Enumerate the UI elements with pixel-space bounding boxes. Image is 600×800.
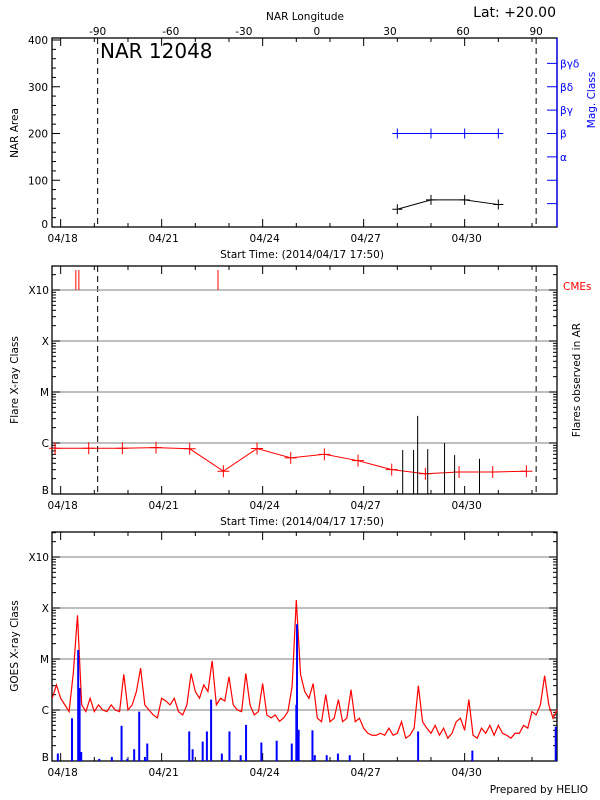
mag-class-point (459, 128, 470, 139)
x-tick-label: 04/30 (452, 500, 482, 512)
x-tick-label: 04/24 (250, 767, 281, 779)
y-tick-label: 200 (28, 129, 48, 141)
lat-label: Lat: +20.00 (473, 5, 556, 21)
panel2-ylabel: Flare X-ray Class (9, 336, 21, 424)
flare-background-point (217, 465, 230, 478)
flare-background-point (352, 454, 365, 467)
x-tick-label: 04/24 (250, 500, 281, 512)
y-tick-label: X10 (28, 552, 49, 564)
area-point (425, 194, 436, 205)
x-tick-label: 04/21 (149, 500, 179, 512)
y-tick-label: X (42, 603, 49, 615)
y-tick-label: 300 (28, 82, 48, 94)
x-tick-label: 04/24 (250, 233, 281, 245)
x-tick-label: 04/18 (48, 233, 78, 245)
flare-background-point (183, 442, 196, 455)
mag-class-axis-title: Mag. Class (586, 72, 598, 128)
area-point (493, 199, 504, 210)
y-tick-label: C (42, 438, 49, 450)
y-tick-label: M (40, 387, 49, 399)
cmes-label: CMEs (563, 281, 592, 293)
panel1-ylabel: NAR Area (9, 108, 21, 158)
mag-class-tick-label: β (560, 129, 567, 141)
y-tick-label: X10 (28, 285, 49, 297)
y-tick-label: B (42, 752, 49, 764)
flare-background-point (486, 466, 499, 478)
y-tick-label: B (42, 485, 49, 497)
x-tick-label: 04/18 (48, 500, 78, 512)
mag-class-tick-label: βδ (560, 82, 573, 94)
flare-background-point (419, 467, 432, 480)
flare-background-point (318, 448, 331, 461)
mag-class-point (392, 128, 403, 139)
area-series-line (397, 199, 499, 210)
x-tick-label: 04/27 (351, 233, 381, 245)
y-tick-label: 100 (28, 175, 48, 187)
y-tick-label: 400 (28, 35, 48, 47)
mag-class-point (425, 128, 436, 139)
flare-background-point (520, 465, 533, 478)
mag-class-tick-label: βγ (560, 105, 573, 117)
mag-class-point (493, 128, 504, 139)
longitude-axis-title: NAR Longitude (266, 11, 344, 23)
x-tick-label: 04/18 (48, 767, 78, 779)
flare-background-point (49, 442, 62, 455)
flare-background-point (82, 442, 95, 455)
y-tick-label: M (40, 654, 49, 666)
area-point (459, 194, 470, 205)
longitude-tick-label: 0 (314, 26, 321, 38)
footer-credit: Prepared by HELIO (490, 784, 588, 796)
y-tick-label: 0 (41, 219, 48, 231)
x-tick-label: 04/21 (149, 233, 179, 245)
x-tick-label: 04/27 (351, 500, 381, 512)
panel2-frame (51, 265, 558, 495)
longitude-tick-label: -30 (235, 26, 252, 38)
longitude-tick-label: -90 (89, 26, 106, 38)
region-title: NAR 12048 (100, 39, 213, 63)
panel3-ylabel: GOES X-ray Class (9, 600, 21, 691)
longitude-tick-label: 30 (383, 26, 396, 38)
flare-background-point (150, 441, 163, 454)
flares-observed-title: Flares observed in AR (571, 323, 583, 437)
x-tick-label: 04/21 (149, 767, 179, 779)
y-tick-label: C (42, 705, 49, 717)
x-tick-label: 04/30 (452, 767, 482, 779)
mag-class-tick-label: βγδ (560, 58, 579, 70)
longitude-tick-label: 90 (529, 26, 542, 38)
flare-background-point (116, 442, 129, 455)
y-tick-label: X (42, 336, 49, 348)
panel1-xlabel: Start Time: (2014/04/17 17:50) (220, 249, 384, 261)
area-point (392, 204, 403, 215)
panel3-frame (51, 531, 558, 762)
longitude-tick-label: -60 (162, 26, 179, 38)
x-tick-label: 04/27 (351, 767, 381, 779)
x-tick-label: 04/30 (452, 233, 482, 245)
panel2-xlabel: Start Time: (2014/04/17 17:50) (220, 516, 384, 528)
longitude-tick-label: 60 (456, 26, 469, 38)
goes-flux-line (51, 600, 558, 740)
flare-background-point (385, 463, 398, 476)
panel1-frame (51, 37, 558, 228)
flare-background-point (251, 442, 264, 455)
mag-class-tick-label: α (560, 152, 567, 164)
flare-background-point (284, 451, 297, 464)
